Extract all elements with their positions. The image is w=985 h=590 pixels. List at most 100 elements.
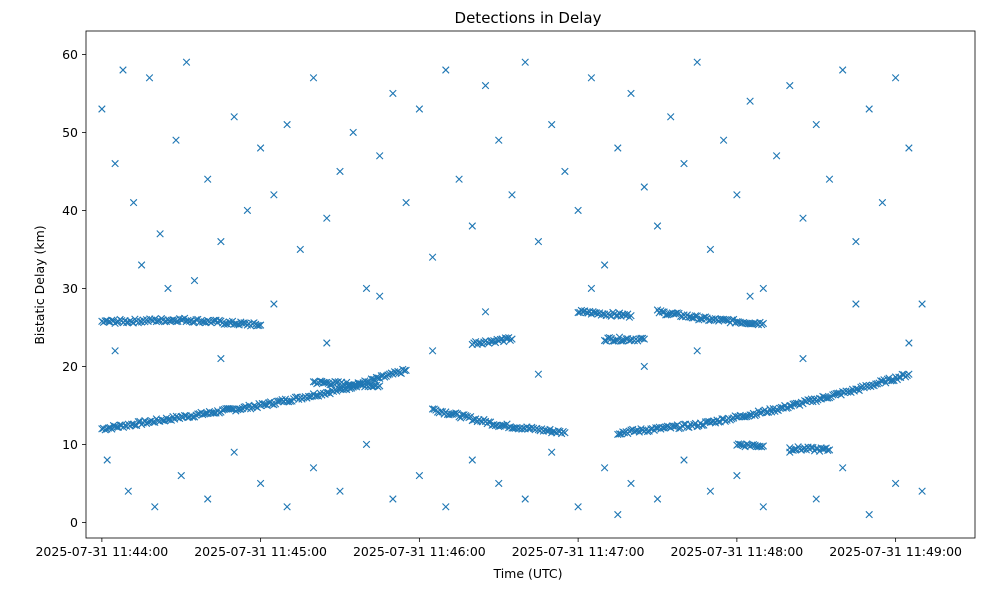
track-point xyxy=(227,405,235,413)
noise-point xyxy=(389,89,397,98)
noise-point xyxy=(309,464,318,472)
track-point xyxy=(759,319,767,328)
noise-point xyxy=(98,105,106,113)
noise-point xyxy=(614,144,622,152)
noise-point xyxy=(129,198,138,207)
noise-point xyxy=(918,487,926,495)
noise-point xyxy=(190,276,199,285)
track-point xyxy=(374,374,382,382)
noise-point xyxy=(376,292,384,300)
noise-point xyxy=(839,464,847,472)
noise-point xyxy=(891,479,900,488)
noise-point xyxy=(759,503,767,511)
track-point xyxy=(749,441,758,449)
noise-point xyxy=(145,74,154,82)
track-point xyxy=(376,382,384,390)
noise-point xyxy=(455,175,463,183)
noise-point xyxy=(905,144,913,152)
noise-point xyxy=(534,237,543,246)
noise-point xyxy=(693,58,701,66)
noise-point xyxy=(402,198,410,207)
noise-point xyxy=(349,128,357,137)
track-point xyxy=(905,370,913,378)
noise-point xyxy=(336,487,344,495)
noise-point xyxy=(164,284,172,293)
track-point xyxy=(638,334,647,342)
track-point xyxy=(215,316,223,325)
plot-frame xyxy=(85,30,976,539)
noise-point xyxy=(786,448,794,456)
noise-point xyxy=(521,495,529,503)
noise-point xyxy=(362,440,371,449)
noise-point xyxy=(137,261,146,269)
track-point xyxy=(680,420,688,428)
track-point xyxy=(786,402,794,410)
track-point xyxy=(887,377,895,385)
track-point xyxy=(331,377,339,386)
noise-point xyxy=(243,206,252,215)
track-point xyxy=(600,336,609,345)
noise-point xyxy=(733,471,741,480)
noise-point xyxy=(336,167,344,176)
track-point xyxy=(351,381,359,389)
noise-point xyxy=(270,300,278,308)
x-axis-ticks: 2025-07-31 11:44:00 2025-07-31 11:45:00 20… xyxy=(35,538,962,559)
y-tick-label: 60 xyxy=(62,47,78,62)
noise-point xyxy=(746,97,754,105)
noise-point xyxy=(283,503,291,511)
x-tick-label: 2025-07-31 11:45:00 xyxy=(194,544,327,559)
noise-point xyxy=(103,456,111,464)
noise-point xyxy=(323,214,331,222)
noise-point xyxy=(415,471,424,480)
noise-point xyxy=(614,510,622,519)
noise-point xyxy=(428,253,437,261)
noise-point xyxy=(256,144,265,152)
track-point xyxy=(756,442,764,450)
noise-point xyxy=(852,300,860,308)
noise-point xyxy=(865,510,873,519)
noise-point xyxy=(362,284,371,293)
track-point xyxy=(825,446,834,454)
noise-point xyxy=(283,120,291,129)
y-tick-label: 0 xyxy=(70,515,78,530)
noise-point xyxy=(653,222,662,230)
track-point xyxy=(450,410,458,418)
noise-point xyxy=(799,214,807,222)
track-point xyxy=(496,335,505,344)
noise-point xyxy=(177,471,185,480)
noise-point xyxy=(812,495,820,503)
noise-point xyxy=(309,74,318,82)
noise-point xyxy=(495,479,503,488)
noise-point xyxy=(839,66,847,74)
noise-point xyxy=(640,362,648,371)
y-axis-ticks: 0 10 20 30 40 50 60 xyxy=(62,47,86,530)
noise-point xyxy=(548,448,556,456)
noise-point xyxy=(230,448,238,456)
noise-point xyxy=(230,113,238,121)
track-point xyxy=(180,411,189,420)
noise-point xyxy=(256,479,265,488)
noise-point xyxy=(428,347,437,355)
track-point xyxy=(508,335,516,343)
noise-point xyxy=(204,495,212,503)
noise-point xyxy=(442,503,450,511)
noise-point xyxy=(296,245,304,254)
noise-point xyxy=(799,354,807,363)
track-point xyxy=(238,319,247,327)
noise-point xyxy=(111,159,119,168)
noise-point xyxy=(442,66,450,74)
track-point xyxy=(253,403,261,412)
noise-point xyxy=(182,58,191,66)
y-tick-label: 50 xyxy=(62,125,78,140)
track-point xyxy=(209,409,217,417)
track-point xyxy=(256,321,265,329)
track-point xyxy=(710,315,718,324)
noise-point xyxy=(481,81,490,90)
track-point xyxy=(113,423,121,431)
noise-point xyxy=(548,120,556,129)
noise-point xyxy=(905,339,913,347)
x-tick-label: 2025-07-31 11:49:00 xyxy=(829,544,962,559)
noise-point xyxy=(217,354,225,363)
noise-point xyxy=(746,292,754,300)
